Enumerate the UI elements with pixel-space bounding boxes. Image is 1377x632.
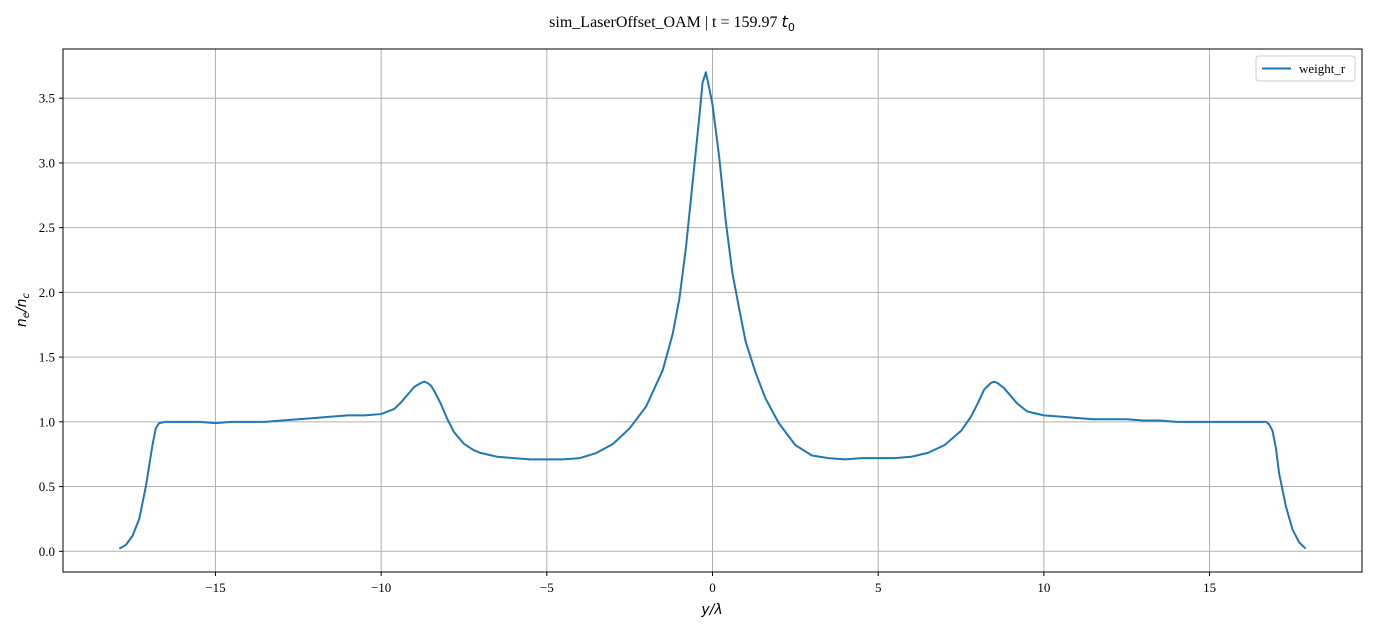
y-tick-label: 2.5 xyxy=(39,220,55,235)
x-axis-label: y/λ xyxy=(700,602,722,618)
x-tick-label: −5 xyxy=(540,580,554,595)
y-axis-label-slash: /n xyxy=(14,298,30,314)
y-tick-label: 3.5 xyxy=(39,91,55,106)
y-tick-label: 3.0 xyxy=(39,155,55,170)
tick-layer: −15 −10 −5 0 5 10 15 0.0 0.5 1.0 1.5 2.0 2.5 3.0 3.5 xyxy=(39,91,1216,595)
y-tick-label: 1.0 xyxy=(39,414,55,429)
series-layer xyxy=(118,71,1307,550)
series-line-weight_r xyxy=(118,71,1307,550)
y-tick-label: 2.0 xyxy=(39,285,55,300)
x-tick-label: 10 xyxy=(1037,580,1050,595)
y-axis-label: ne/nc xyxy=(14,292,32,327)
x-tick-label: 5 xyxy=(875,580,882,595)
legend-frame xyxy=(1255,55,1356,82)
x-tick-label: 0 xyxy=(709,580,716,595)
legend-label-weight_r: weight_r xyxy=(1299,61,1346,76)
y-axis-label-num-sub: e xyxy=(21,312,32,318)
y-tick-label: 0.5 xyxy=(39,479,55,494)
y-tick-label: 0.0 xyxy=(39,544,55,559)
legend: weight_r xyxy=(1255,55,1356,82)
grid-lines xyxy=(63,49,1362,572)
y-tick-label: 1.5 xyxy=(39,350,55,365)
x-tick-label: −15 xyxy=(205,580,225,595)
x-tick-label: −10 xyxy=(371,580,391,595)
chart-title: sim_LaserOffset_OAM | t = 159.97 t0 xyxy=(549,12,795,34)
x-tick-label: 15 xyxy=(1203,580,1216,595)
y-axis-label-num-base: n xyxy=(14,318,30,327)
y-axis-label-den-sub: c xyxy=(21,292,32,298)
